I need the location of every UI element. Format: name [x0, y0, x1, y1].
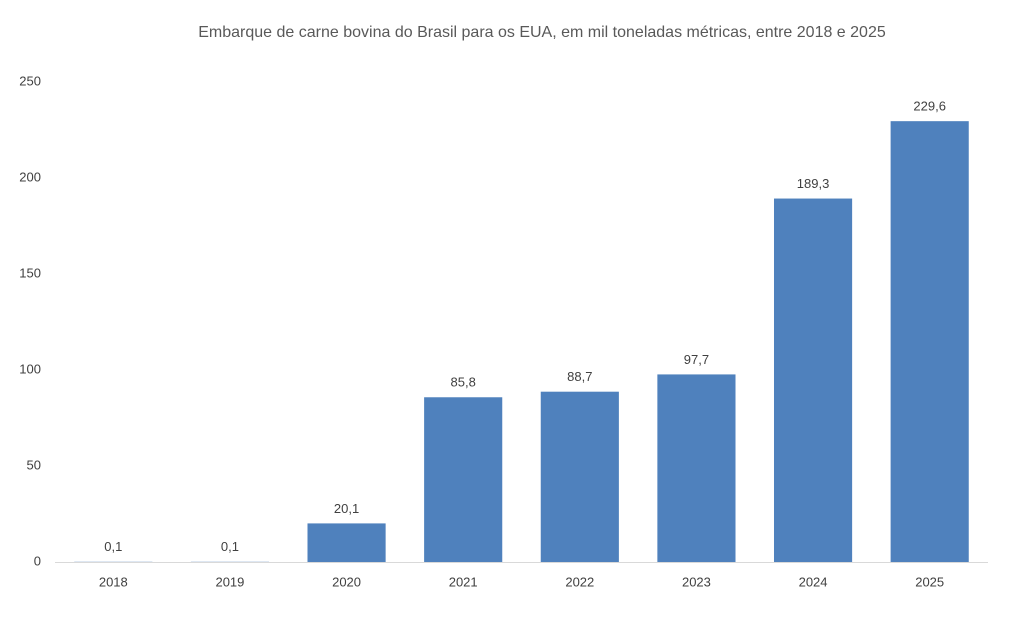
value-label: 97,7: [684, 352, 709, 367]
value-label: 229,6: [913, 99, 946, 114]
x-tick-label: 2024: [799, 574, 828, 589]
bar: [540, 391, 619, 562]
bar: [773, 198, 853, 562]
x-tick-label: 2022: [565, 574, 594, 589]
value-label: 0,1: [104, 539, 122, 554]
bar: [424, 397, 503, 562]
y-tick-label: 150: [19, 265, 41, 280]
chart-title: Embarque de carne bovina do Brasil para …: [198, 24, 886, 41]
bar: [657, 374, 736, 562]
x-tick-label: 2025: [915, 574, 944, 589]
x-tick-label: 2019: [215, 574, 244, 589]
x-tick-label: 2018: [99, 574, 128, 589]
bar: [890, 121, 969, 562]
y-tick-label: 200: [19, 169, 41, 184]
y-tick-label: 0: [34, 553, 41, 568]
value-label: 189,3: [797, 176, 830, 191]
value-label: 88,7: [567, 369, 592, 384]
y-tick-label: 250: [19, 73, 41, 88]
x-tick-label: 2021: [449, 574, 478, 589]
x-tick-label: 2020: [332, 574, 361, 589]
x-tick-label: 2023: [682, 574, 711, 589]
value-label: 0,1: [221, 539, 239, 554]
y-tick-label: 50: [27, 457, 41, 472]
bar: [307, 523, 386, 562]
value-label: 85,8: [451, 375, 476, 390]
value-label: 20,1: [334, 501, 359, 516]
y-tick-label: 100: [19, 361, 41, 376]
